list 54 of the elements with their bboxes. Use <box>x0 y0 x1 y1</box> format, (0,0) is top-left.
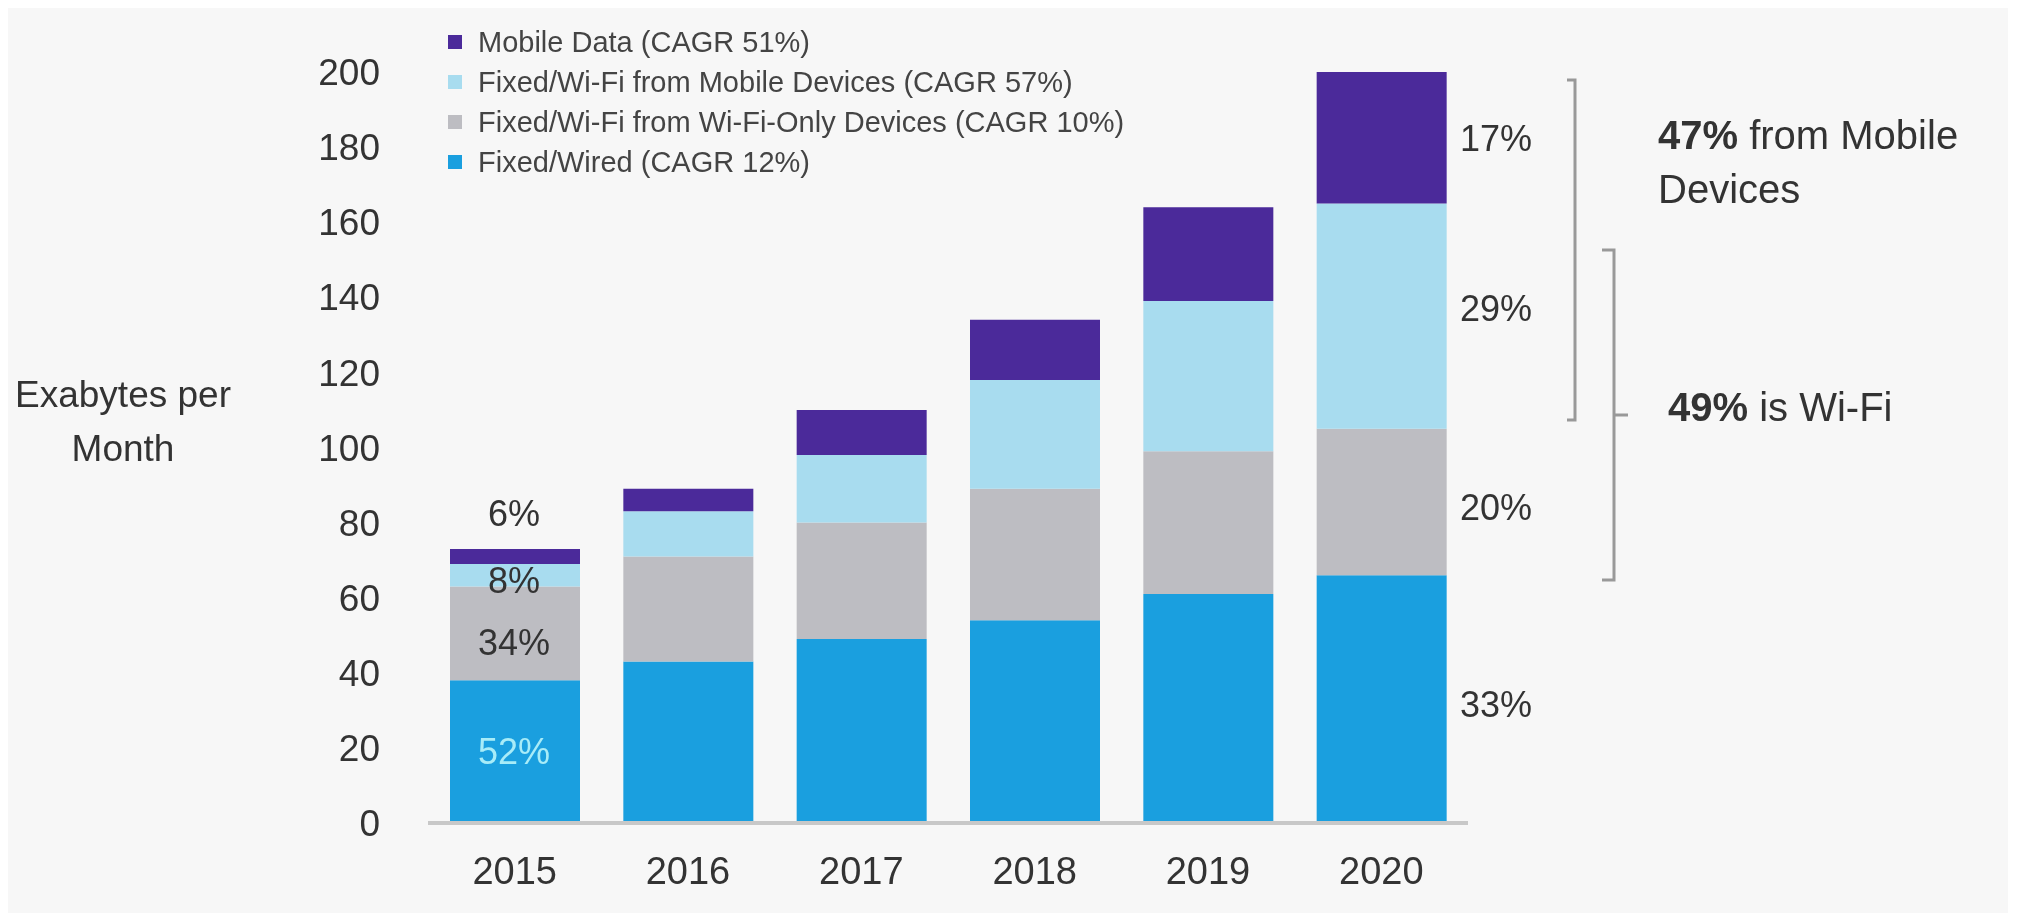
bar <box>450 548 580 564</box>
legend-label: Fixed/Wi-Fi from Mobile Devices (CAGR 57%) <box>478 65 1073 100</box>
bar <box>1316 428 1447 576</box>
annotation: 34% <box>476 621 552 665</box>
y-tick-label: 180 <box>318 127 380 169</box>
y-axis-title: Exabytes per Month <box>14 373 232 471</box>
bar <box>623 556 754 662</box>
bar <box>796 639 927 823</box>
y-tick-label: 160 <box>318 202 380 244</box>
x-tick-label: 2015 <box>472 849 557 892</box>
bar <box>1143 301 1274 452</box>
bar <box>970 620 1100 823</box>
bar <box>970 379 1100 489</box>
y-tick-label: 40 <box>338 652 380 694</box>
annotation: 17% <box>1460 117 1534 161</box>
y-tick-label: 100 <box>318 427 380 469</box>
bar <box>1316 575 1447 823</box>
annotation: 6% <box>487 492 541 536</box>
x-tick-label: 2018 <box>992 849 1077 892</box>
bar <box>1316 72 1447 204</box>
y-tick-label: 60 <box>338 577 380 619</box>
legend-label: Fixed/Wi-Fi from Wi-Fi-Only Devices (CAGR 10%) <box>478 105 1125 140</box>
bar <box>970 488 1100 621</box>
bar <box>623 661 754 823</box>
bar <box>970 319 1100 380</box>
y-tick-label: 20 <box>338 728 380 770</box>
x-tick-label: 2019 <box>1165 849 1251 892</box>
y-tick-label: 200 <box>318 52 380 94</box>
bar <box>450 680 580 823</box>
text: 49% is Wi-Fi <box>1668 384 1894 431</box>
bar <box>1316 203 1447 429</box>
bar <box>1143 207 1274 302</box>
annotation: 33% <box>1460 683 1534 727</box>
annotation: 29% <box>1460 287 1534 331</box>
bar <box>623 488 754 512</box>
y-tick-label: 120 <box>318 352 380 394</box>
annotation: 52% <box>476 730 552 774</box>
legend-label: Fixed/Wired (CAGR 12%) <box>478 145 810 180</box>
bar <box>1143 593 1274 823</box>
bar <box>796 409 927 456</box>
bar <box>623 511 754 557</box>
y-tick-label: 80 <box>338 502 380 544</box>
y-tick-label: 0 <box>359 803 380 845</box>
x-tick-label: 2017 <box>819 849 904 892</box>
y-tick-label: 140 <box>318 277 380 319</box>
text: 47% from Mobile Devices <box>1658 112 1960 213</box>
x-tick-label: 2020 <box>1339 849 1424 892</box>
x-tick-label: 2016 <box>645 849 731 892</box>
bar <box>1143 451 1274 594</box>
annotation: 8% <box>487 559 541 603</box>
annotation: 20% <box>1460 486 1534 530</box>
bar <box>796 455 927 523</box>
bar <box>796 522 927 640</box>
legend-label: Mobile Data (CAGR 51%) <box>478 25 810 60</box>
